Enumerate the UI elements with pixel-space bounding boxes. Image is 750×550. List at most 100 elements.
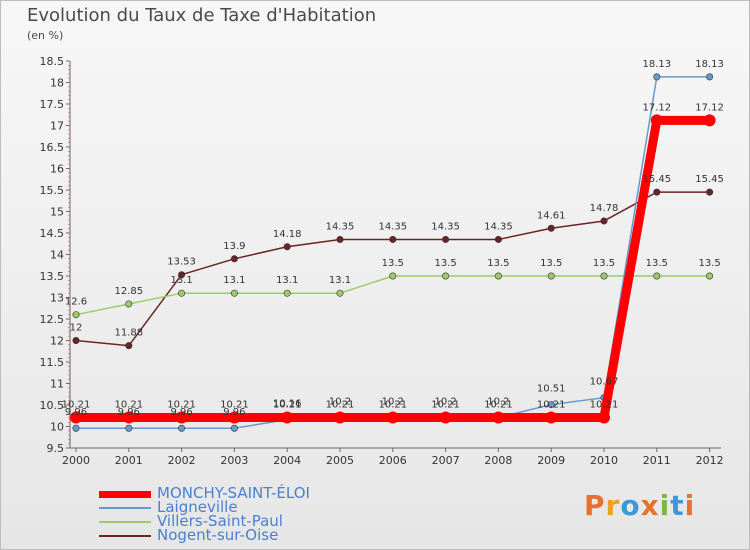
data-point xyxy=(389,272,397,280)
data-point xyxy=(178,271,186,279)
logo-letter: i xyxy=(684,489,696,522)
data-point xyxy=(442,235,450,243)
data-point xyxy=(228,411,241,424)
data-point xyxy=(336,289,344,297)
logo-letter: i xyxy=(659,489,671,522)
data-label: 10.21 xyxy=(537,399,566,410)
legend-label: MONCHY-SAINT-ÉLOI xyxy=(157,484,310,502)
data-label: 13.5 xyxy=(698,258,720,269)
y-tick-label: 13.5 xyxy=(40,270,65,283)
data-label: 13.5 xyxy=(646,258,668,269)
data-label: 15.45 xyxy=(695,174,724,185)
y-tick-label: 18.5 xyxy=(40,55,65,68)
x-tick-label: 2010 xyxy=(590,454,618,467)
x-tick-label: 2000 xyxy=(62,454,90,467)
data-point xyxy=(125,300,133,308)
x-tick-label: 2012 xyxy=(696,454,724,467)
y-tick-label: 15.5 xyxy=(40,184,65,197)
y-tick-label: 11 xyxy=(50,378,64,391)
logo-letter: r xyxy=(605,489,621,522)
data-point xyxy=(547,272,555,280)
x-tick-label: 2005 xyxy=(326,454,354,467)
data-label: 13.1 xyxy=(170,275,192,286)
data-point xyxy=(650,114,663,127)
x-tick-label: 2011 xyxy=(643,454,671,467)
data-label: 11.88 xyxy=(114,328,143,339)
data-point xyxy=(230,424,238,432)
data-label: 15.45 xyxy=(642,174,671,185)
data-point xyxy=(442,272,450,280)
data-point xyxy=(72,311,80,319)
y-tick-label: 14.5 xyxy=(40,227,65,240)
data-point xyxy=(283,289,291,297)
x-tick-label: 2003 xyxy=(220,454,248,467)
data-point xyxy=(653,73,661,81)
legend-swatch xyxy=(99,507,151,509)
legend-label: Nogent-sur-Oise xyxy=(157,526,279,544)
data-label: 13.5 xyxy=(593,258,615,269)
data-label: 13.1 xyxy=(276,275,298,286)
data-label: 18.13 xyxy=(695,59,724,70)
data-label: 18.13 xyxy=(642,59,671,70)
data-label: 14.35 xyxy=(378,221,407,232)
data-point xyxy=(283,243,291,251)
data-label: 9.96 xyxy=(170,407,192,418)
data-point xyxy=(600,272,608,280)
data-point xyxy=(545,411,558,424)
x-tick-label: 2001 xyxy=(115,454,143,467)
data-point xyxy=(125,424,133,432)
data-point xyxy=(598,411,610,424)
data-label: 13.53 xyxy=(167,257,196,268)
data-point xyxy=(494,235,502,243)
chart-title: Evolution du Taux de Taxe d'Habitation xyxy=(27,5,377,26)
y-tick-label: 14 xyxy=(50,249,64,262)
data-point xyxy=(706,73,714,81)
data-point xyxy=(336,235,344,243)
data-label: 10.21 xyxy=(590,399,619,410)
data-point xyxy=(492,411,505,424)
data-label: 13.1 xyxy=(223,275,245,286)
data-label: 10.21 xyxy=(484,399,513,410)
data-point xyxy=(706,188,714,196)
data-label: 13.5 xyxy=(434,258,456,269)
data-point xyxy=(439,411,452,424)
data-label: 12.85 xyxy=(114,286,143,297)
data-label: 10.21 xyxy=(62,399,91,410)
data-point xyxy=(230,255,238,263)
data-label: 10.21 xyxy=(326,399,355,410)
legend-item: Nogent-sur-Oise xyxy=(99,526,359,544)
y-tick-label: 11.5 xyxy=(40,356,65,369)
proxiti-logo: Proxiti xyxy=(584,489,695,522)
x-tick-label: 2002 xyxy=(168,454,196,467)
y-tick-label: 12 xyxy=(50,335,64,348)
legend-item: Villers-Saint-Paul xyxy=(99,512,359,530)
data-label: 10.2 xyxy=(329,396,351,407)
data-label: 14.78 xyxy=(590,203,619,214)
data-point xyxy=(178,289,186,297)
data-point xyxy=(389,235,397,243)
data-point xyxy=(175,411,188,424)
legend-swatch xyxy=(99,491,151,498)
data-point xyxy=(72,424,80,432)
data-label: 10.21 xyxy=(167,399,196,410)
data-label: 9.96 xyxy=(118,407,140,418)
data-point xyxy=(547,224,555,232)
x-tick-label: 2006 xyxy=(379,454,407,467)
data-label: 10.21 xyxy=(114,399,143,410)
y-tick-label: 16 xyxy=(50,163,64,176)
y-tick-label: 10.5 xyxy=(40,399,65,412)
data-label: 12 xyxy=(70,323,83,334)
data-label: 10.21 xyxy=(273,399,302,410)
data-label: 10.16 xyxy=(273,399,302,410)
data-label: 10.2 xyxy=(434,396,456,407)
legend-label: Villers-Saint-Paul xyxy=(157,512,283,530)
data-label: 14.35 xyxy=(484,221,513,232)
logo-letter: o xyxy=(620,489,641,522)
data-label: 10.67 xyxy=(590,377,619,388)
data-label: 14.18 xyxy=(273,229,302,240)
y-tick-label: 17 xyxy=(50,120,64,133)
y-tick-label: 12.5 xyxy=(40,313,65,326)
x-tick-label: 2009 xyxy=(537,454,565,467)
data-point xyxy=(281,411,294,424)
